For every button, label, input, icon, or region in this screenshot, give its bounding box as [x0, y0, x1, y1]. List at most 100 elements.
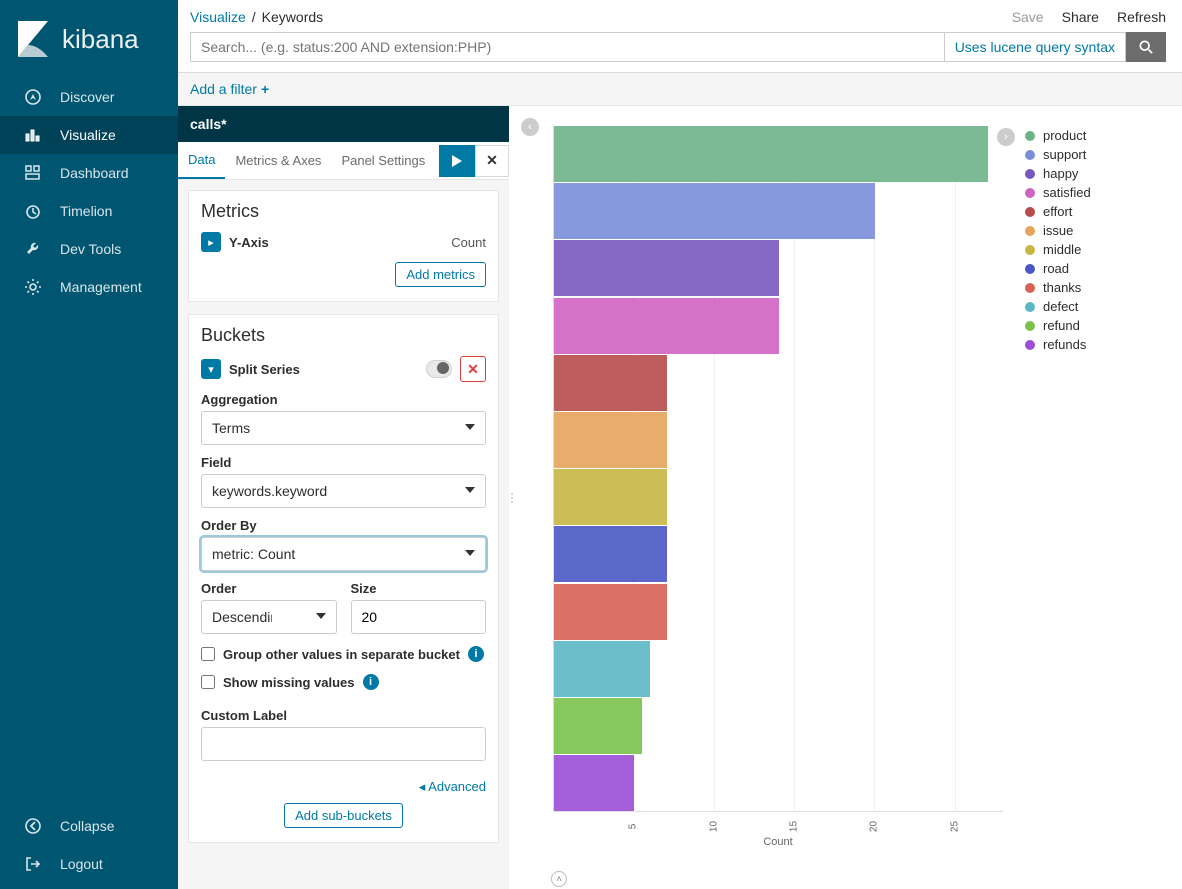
bar-refund[interactable]: [554, 698, 642, 754]
orderby-select[interactable]: metric: Count: [201, 537, 486, 571]
legend-item-road[interactable]: road: [1025, 259, 1175, 278]
info-icon[interactable]: i: [468, 646, 484, 662]
tab-data[interactable]: Data: [178, 142, 225, 179]
legend-label: product: [1043, 128, 1086, 143]
agg-select[interactable]: Terms: [201, 411, 486, 445]
discard-button[interactable]: ✕: [475, 145, 509, 177]
legend-swatch: [1025, 283, 1035, 293]
sidebar-item-timelion[interactable]: Timelion: [0, 192, 178, 230]
sidebar-item-visualize[interactable]: Visualize: [0, 116, 178, 154]
bucket-delete-button[interactable]: ✕: [460, 356, 486, 382]
legend-item-thanks[interactable]: thanks: [1025, 278, 1175, 297]
sidebar-item-discover[interactable]: Discover: [0, 78, 178, 116]
add-filter-link[interactable]: Add a filter+: [190, 81, 269, 97]
info-icon[interactable]: i: [363, 674, 379, 690]
legend-swatch: [1025, 264, 1035, 274]
buckets-card: Buckets ▾ Split Series ✕ Aggregation Ter…: [188, 314, 499, 843]
legend-item-effort[interactable]: effort: [1025, 202, 1175, 221]
bar-effort[interactable]: [554, 355, 667, 411]
sidebar-item-label: Discover: [60, 89, 114, 105]
legend-item-issue[interactable]: issue: [1025, 221, 1175, 240]
tab-metrics-axes[interactable]: Metrics & Axes: [225, 143, 331, 178]
config-panel: calls* Data Metrics & Axes Panel Setting…: [178, 106, 509, 889]
index-pattern: calls*: [178, 106, 509, 142]
add-metrics-button[interactable]: Add metrics: [395, 262, 486, 287]
bar-product[interactable]: [554, 126, 988, 182]
logout-icon: [24, 855, 42, 873]
field-select[interactable]: keywords.keyword: [201, 474, 486, 508]
bar-middle[interactable]: [554, 469, 667, 525]
breadcrumb-sep: /: [252, 9, 256, 25]
sidebar-item-dashboard[interactable]: Dashboard: [0, 154, 178, 192]
legend-swatch: [1025, 131, 1035, 141]
play-icon: [451, 155, 463, 167]
bar-road[interactable]: [554, 526, 667, 582]
show-missing-label: Show missing values: [223, 675, 355, 690]
legend-item-refunds[interactable]: refunds: [1025, 335, 1175, 354]
add-subbuckets-button[interactable]: Add sub-buckets: [284, 803, 403, 828]
sidebar-item-dev-tools[interactable]: Dev Tools: [0, 230, 178, 268]
legend-item-happy[interactable]: happy: [1025, 164, 1175, 183]
gear-icon: [24, 278, 42, 296]
sidebar-item-logout[interactable]: Logout: [0, 845, 178, 883]
bar-defect[interactable]: [554, 641, 650, 697]
sidebar-item-management[interactable]: Management: [0, 268, 178, 306]
bar-refunds[interactable]: [554, 755, 634, 811]
legend-item-defect[interactable]: defect: [1025, 297, 1175, 316]
legend-swatch: [1025, 302, 1035, 312]
group-other-label: Group other values in separate bucket: [223, 647, 460, 662]
chart-back-button[interactable]: ‹: [521, 118, 539, 136]
apply-button[interactable]: [439, 145, 475, 177]
legend-item-refund[interactable]: refund: [1025, 316, 1175, 335]
search-icon: [1139, 40, 1153, 54]
sidebar-item-collapse[interactable]: Collapse: [0, 807, 178, 845]
bucket-expand[interactable]: ▾: [201, 359, 221, 379]
metric-expand[interactable]: ▸: [201, 232, 221, 252]
legend-label: refund: [1043, 318, 1080, 333]
lucene-syntax-link[interactable]: Uses lucene query syntax: [945, 32, 1126, 62]
breadcrumb-page: Keywords: [262, 9, 323, 25]
split-series-label: Split Series: [229, 362, 300, 377]
agg-label: Aggregation: [201, 392, 486, 407]
collapse-icon: [24, 817, 42, 835]
metrics-title: Metrics: [201, 201, 486, 222]
custom-label-input[interactable]: [201, 727, 486, 761]
legend-item-support[interactable]: support: [1025, 145, 1175, 164]
legend-swatch: [1025, 207, 1035, 217]
legend-swatch: [1025, 321, 1035, 331]
sidebar-item-label: Collapse: [60, 818, 114, 834]
refresh-action[interactable]: Refresh: [1117, 9, 1166, 25]
show-missing-checkbox[interactable]: [201, 675, 215, 689]
expand-chart-button[interactable]: ˄: [551, 871, 567, 887]
legend-item-product[interactable]: product: [1025, 126, 1175, 145]
legend-swatch: [1025, 150, 1035, 160]
bar-happy[interactable]: [554, 240, 779, 296]
sidebar-item-label: Dashboard: [60, 165, 129, 181]
breadcrumb-section[interactable]: Visualize: [190, 9, 246, 25]
group-other-checkbox[interactable]: [201, 647, 215, 661]
size-input[interactable]: [351, 600, 487, 634]
share-action[interactable]: Share: [1062, 9, 1099, 25]
sidebar-item-label: Logout: [60, 856, 103, 872]
search-input[interactable]: [190, 32, 945, 62]
advanced-link[interactable]: ◂ Advanced: [201, 779, 486, 795]
bar-issue[interactable]: [554, 412, 667, 468]
bar-thanks[interactable]: [554, 584, 667, 640]
legend-item-satisfied[interactable]: satisfied: [1025, 183, 1175, 202]
bar-satisfied[interactable]: [554, 298, 779, 354]
alarm-icon: [24, 202, 42, 220]
order-select[interactable]: Descending: [201, 600, 337, 634]
bucket-toggle[interactable]: [426, 360, 452, 378]
x-axis-label: Count: [763, 836, 792, 848]
size-label: Size: [351, 581, 487, 596]
bar-support[interactable]: [554, 183, 875, 239]
logo: kibana: [0, 0, 178, 78]
dashboard-icon: [24, 164, 42, 182]
legend-item-middle[interactable]: middle: [1025, 240, 1175, 259]
custom-label-label: Custom Label: [201, 708, 486, 723]
search-button[interactable]: [1126, 32, 1166, 62]
save-action[interactable]: Save: [1012, 9, 1044, 25]
tab-panel-settings[interactable]: Panel Settings: [331, 143, 435, 178]
legend-swatch: [1025, 169, 1035, 179]
legend-swatch: [1025, 188, 1035, 198]
